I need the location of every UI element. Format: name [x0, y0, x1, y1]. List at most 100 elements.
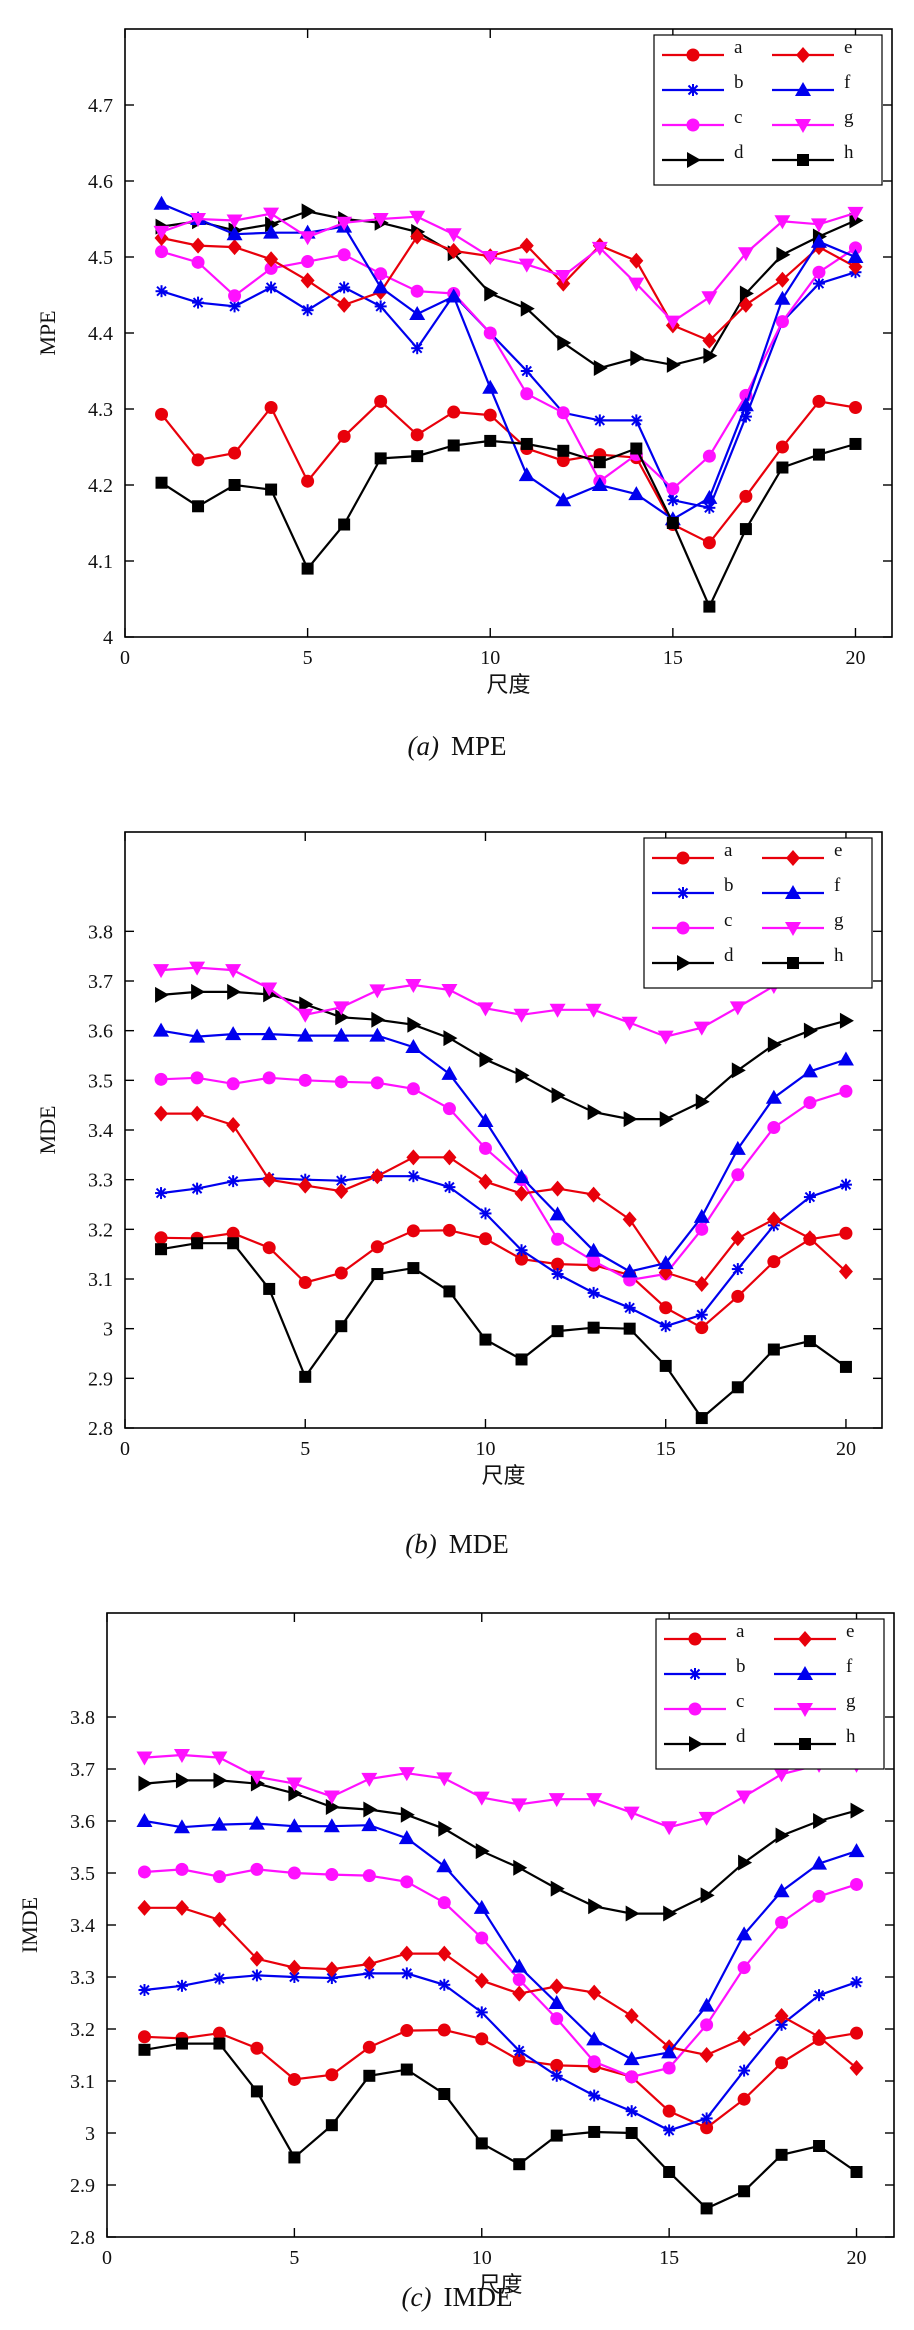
- series-h-point: [663, 2166, 676, 2178]
- series-b-point: [513, 2044, 526, 2057]
- legend-marker: [795, 82, 811, 96]
- series-g-point: [173, 1748, 190, 1763]
- series-b-point: [623, 1301, 636, 1314]
- series-b-point: [301, 304, 314, 317]
- y-tick-label: 3.7: [70, 1759, 95, 1781]
- legend-label: d: [734, 142, 744, 163]
- series-g-point: [555, 270, 572, 284]
- series-f: [153, 195, 864, 526]
- series-b-point: [227, 1175, 240, 1188]
- series-g-point: [657, 1030, 674, 1045]
- series-g-point: [661, 1821, 678, 1836]
- series-d-point: [227, 983, 242, 1000]
- series-a-point: [287, 2072, 301, 2086]
- series-g-point: [773, 1768, 790, 1783]
- series-d-point: [515, 1067, 530, 1084]
- series-a-point: [662, 2104, 676, 2118]
- series-g-line: [161, 211, 856, 324]
- series-a-point: [767, 1255, 781, 1269]
- series-f-point: [263, 224, 280, 239]
- series-a-point: [551, 1257, 565, 1271]
- series-c-point: [406, 1082, 420, 1096]
- y-tick-label: 3: [103, 1319, 113, 1341]
- series-f-point: [591, 477, 608, 491]
- series-d-point: [775, 1827, 790, 1844]
- x-tick-label: 20: [845, 647, 865, 669]
- figure-caption: (b) MDE: [405, 1529, 508, 1559]
- x-tick-label: 0: [120, 647, 130, 669]
- legend-marker: [676, 851, 690, 865]
- series-b-point: [700, 2112, 713, 2125]
- series-d-point: [767, 1036, 782, 1053]
- series-c-point: [587, 1254, 601, 1268]
- y-tick-label: 3.4: [70, 1915, 95, 1937]
- series-c-point: [362, 1869, 376, 1883]
- series-h-point: [447, 439, 460, 452]
- y-tick-label: 3.6: [70, 1811, 95, 1833]
- series-d-point: [850, 1802, 865, 1819]
- y-tick-label: 3.6: [88, 1021, 113, 1043]
- series-b-point: [407, 1170, 420, 1183]
- series-g-point: [511, 1798, 528, 1813]
- series-h-point: [484, 434, 497, 447]
- series-h-point: [775, 2148, 788, 2161]
- series-e-point: [774, 2008, 789, 2024]
- series-c-point: [437, 1896, 451, 1910]
- series-d-point: [301, 203, 316, 220]
- series-d-point: [803, 1022, 818, 1039]
- series-d-point: [588, 1898, 603, 1915]
- series-c-point: [520, 387, 534, 401]
- series-d-point: [666, 356, 681, 373]
- series-a-point: [228, 446, 242, 460]
- x-tick-label: 20: [836, 1438, 856, 1460]
- caption-text: IMDE: [443, 2282, 512, 2312]
- series-d: [138, 1772, 865, 1922]
- series-h-point: [335, 1320, 348, 1333]
- series-h-point: [551, 1325, 564, 1338]
- y-tick-label: 3.8: [88, 921, 113, 943]
- series-b-point: [813, 1989, 826, 2002]
- series-f-point: [136, 1813, 153, 1827]
- series-f-point: [436, 1858, 453, 1873]
- series-a-point: [775, 2056, 789, 2070]
- series-a-point: [850, 2026, 864, 2040]
- series-h-point: [812, 448, 825, 461]
- series-c-point: [775, 1915, 789, 1929]
- series-b-point: [374, 300, 387, 313]
- series-h-point: [625, 2127, 638, 2139]
- series-e-point: [362, 1956, 377, 1972]
- legend-marker: [677, 955, 691, 971]
- series-a-point: [839, 1226, 853, 1240]
- series-h-point: [731, 1381, 744, 1394]
- series-a-point: [154, 1231, 168, 1245]
- y-axis-label: IMDE: [17, 1897, 42, 1953]
- series-b-point: [175, 1979, 188, 1992]
- series-a: [137, 2023, 864, 2135]
- series-d-point: [695, 1093, 710, 1110]
- series-a-point: [400, 2024, 414, 2038]
- series-c-point: [483, 326, 497, 340]
- series-e-point: [446, 242, 461, 259]
- series-e: [137, 1899, 864, 2076]
- series-g-point: [136, 1751, 153, 1766]
- series-f-point: [657, 1255, 674, 1270]
- series-g: [153, 961, 854, 1045]
- series-c-point: [775, 315, 789, 329]
- series-b-point: [695, 1308, 708, 1321]
- series-d-point: [551, 1087, 566, 1104]
- legend-label: f: [846, 1656, 853, 1677]
- series-b-point: [443, 1181, 456, 1194]
- series-g-point: [473, 1791, 490, 1806]
- series-c-point: [587, 2055, 601, 2069]
- series-c-point: [137, 1865, 151, 1879]
- x-axis-label: 尺度: [481, 1463, 525, 1488]
- x-tick-label: 0: [120, 1438, 130, 1460]
- series-h-point: [839, 1360, 852, 1373]
- series-c-point: [337, 248, 351, 262]
- series-b-point: [400, 1967, 413, 1980]
- legend-marker: [797, 154, 809, 166]
- legend-label: c: [734, 107, 742, 128]
- series-a-point: [325, 2068, 339, 2082]
- series-g-point: [226, 214, 243, 229]
- series-a-point: [226, 1226, 240, 1240]
